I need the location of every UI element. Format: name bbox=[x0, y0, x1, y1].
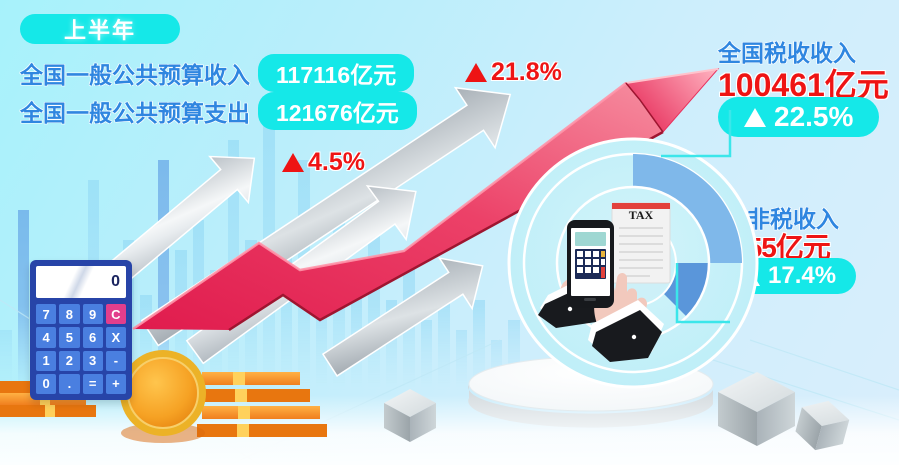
svg-text:TAX: TAX bbox=[629, 208, 654, 222]
